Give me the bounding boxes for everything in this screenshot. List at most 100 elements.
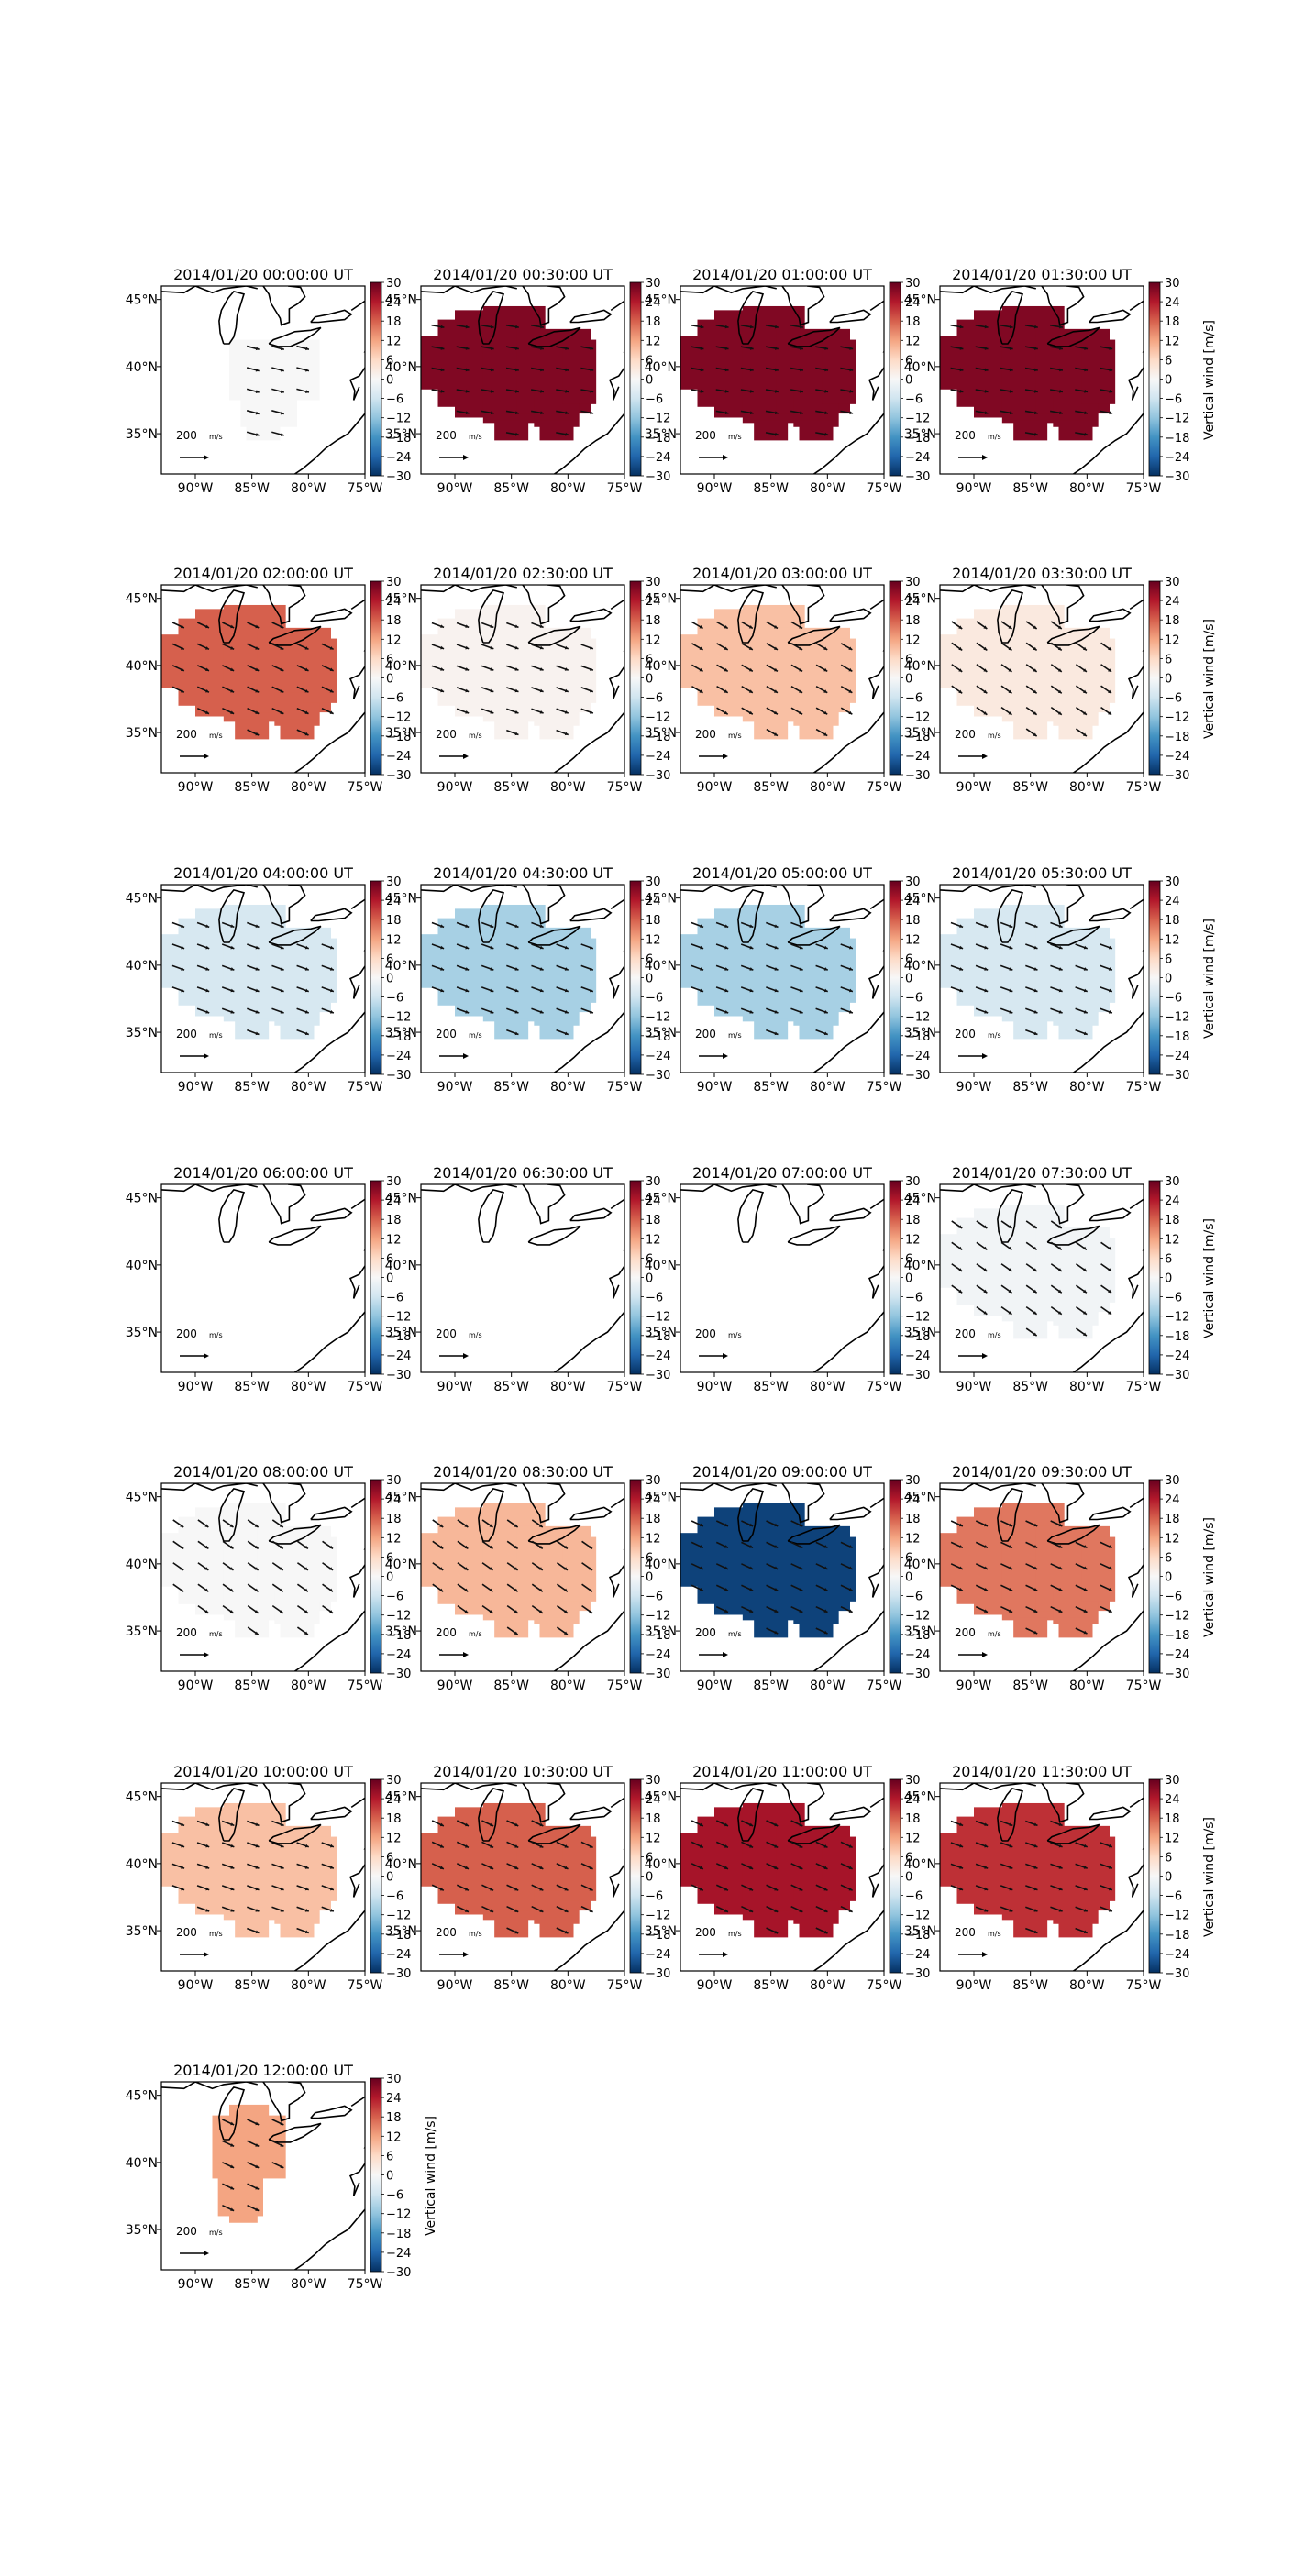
x-tick-label: 90°W — [178, 1679, 214, 1693]
colorbar-tick-label: 6 — [1165, 354, 1172, 368]
wind-vector-head — [1083, 967, 1088, 971]
lake-ontario-outline — [569, 309, 613, 324]
colorbar-tick-label: 0 — [905, 1571, 912, 1585]
wind-vector-head — [515, 368, 519, 372]
reference-arrow-unit: m/s — [988, 732, 1001, 740]
wind-vector-head — [1009, 967, 1013, 971]
wind-vector-head — [748, 646, 753, 650]
wind-vector-head — [254, 1545, 259, 1549]
colorbar-tick-label: −30 — [1165, 1069, 1189, 1083]
wind-vector-head — [1109, 411, 1113, 415]
lake-erie-outline — [1046, 326, 1100, 347]
wind-vector-head — [724, 625, 728, 629]
colorbar-tick-label: 6 — [646, 1252, 653, 1266]
colorbar-tick-label: 0 — [905, 1871, 912, 1885]
wind-vector-head — [699, 1866, 703, 1869]
x-tick-label: 75°W — [867, 1080, 902, 1095]
wind-vector-head — [749, 411, 754, 415]
wind-vector-head — [254, 1610, 259, 1613]
lake-huron-outline — [1041, 286, 1085, 326]
wind-vector-head — [230, 2185, 235, 2190]
wind-vector-head — [848, 1545, 853, 1548]
wind-vector-head — [255, 710, 260, 714]
colorbar-tick-label: 6 — [1165, 1851, 1172, 1865]
colorbar-tick-label: −18 — [905, 432, 930, 446]
wind-vector-head — [848, 667, 853, 672]
wind-vector-head — [823, 1844, 828, 1848]
wind-vector-head — [465, 710, 470, 714]
wind-vector-head — [1009, 1010, 1013, 1014]
y-tick-label: 40°N — [385, 959, 417, 974]
colorbar-tick-label: 30 — [905, 576, 921, 589]
colorbar — [889, 1778, 901, 1974]
wind-vector-head — [774, 1587, 779, 1591]
wind-vector-head — [1034, 411, 1038, 415]
map-frame — [680, 1183, 885, 1373]
wind-vector-head — [774, 1930, 779, 1934]
colorbar-tick-label: 12 — [386, 1233, 402, 1247]
wind-vector-head — [539, 624, 544, 628]
wind-vector-head — [464, 1866, 469, 1869]
reference-arrow-label: 200 — [955, 1926, 976, 1939]
wind-vector-head — [440, 645, 445, 650]
wind-vector-head — [514, 667, 519, 671]
wind-vector-head — [1083, 1609, 1088, 1613]
colorbar-tick-label: −12 — [646, 1011, 670, 1025]
lake-michigan-outline — [218, 290, 246, 345]
wind-vector-head — [305, 390, 309, 393]
wind-vector-head — [205, 1887, 210, 1891]
colorbar-tick-label: −18 — [646, 731, 670, 744]
map-frame — [939, 285, 1144, 475]
colorbar-tick-label: −30 — [646, 1668, 670, 1681]
reference-arrow-head — [204, 455, 209, 460]
wind-vector-head — [230, 710, 235, 714]
wind-vector-head — [229, 1610, 234, 1613]
wind-vector-head — [539, 1822, 544, 1827]
wind-vector-head — [490, 1887, 494, 1891]
colorbar-tick-label: −12 — [386, 1910, 411, 1923]
wind-vector-head — [1033, 1930, 1038, 1934]
x-tick-label: 90°W — [697, 1380, 733, 1394]
y-tick-label: 45°N — [904, 1790, 936, 1805]
wind-vector-head — [800, 411, 803, 415]
colorbar-tick-label: 12 — [646, 1832, 661, 1845]
colorbar-tick-label: 30 — [905, 1175, 921, 1189]
colorbar-tick-label: 24 — [905, 1793, 921, 1807]
lake-huron-outline — [262, 585, 306, 625]
colorbar-tick-label: 12 — [646, 1532, 661, 1546]
wind-vector-head — [280, 710, 284, 714]
wind-vector-head — [984, 389, 989, 393]
wind-vector-head — [564, 988, 569, 993]
coastline — [348, 2146, 365, 2196]
coastline — [1127, 1249, 1144, 1299]
wind-vector-head — [958, 1523, 963, 1527]
colorbar-tick-label: −6 — [905, 1890, 923, 1904]
wind-vector-head — [589, 688, 593, 693]
colorbar-tick-label: 24 — [1165, 895, 1180, 908]
wind-vector-head — [439, 1524, 444, 1527]
colorbar-tick-label: −18 — [905, 1929, 930, 1943]
wind-vector-head — [181, 924, 185, 928]
wind-vector-head — [1057, 711, 1062, 715]
y-tick-label: 35°N — [385, 1326, 417, 1340]
wind-vector-head — [749, 325, 754, 329]
lake-huron-outline — [522, 1783, 566, 1823]
x-tick-label: 75°W — [1126, 1080, 1162, 1095]
lake-erie-outline — [268, 1524, 322, 1545]
colorbar — [889, 1479, 901, 1674]
reference-arrow-head — [982, 1053, 988, 1059]
wind-vector-head — [465, 967, 470, 971]
wind-vector-head — [848, 1010, 853, 1014]
colorbar-tick-label: 24 — [905, 1493, 921, 1507]
colorbar-tick-label: 24 — [646, 1194, 661, 1208]
colorbar-tick-label: 6 — [905, 354, 912, 368]
colorbar-tick-label: 12 — [1165, 1832, 1180, 1845]
wind-vector-head — [589, 1010, 593, 1014]
wind-vector-head — [440, 325, 445, 329]
wind-vector-head — [983, 689, 988, 694]
colorbar-tick-label: −30 — [905, 1069, 930, 1083]
wind-vector-head — [440, 688, 445, 693]
colorbar-tick-label: 18 — [386, 1214, 402, 1227]
wind-vector-head — [958, 668, 963, 672]
